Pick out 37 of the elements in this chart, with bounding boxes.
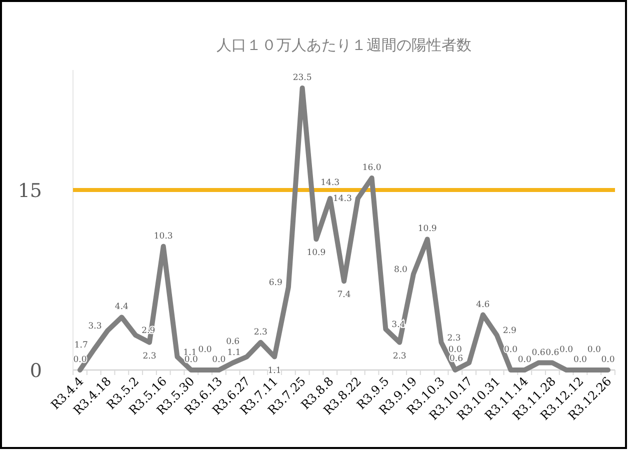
data-label: 4.4: [114, 302, 128, 312]
data-label: 0.6: [532, 348, 546, 358]
data-label: 14.3: [320, 178, 340, 188]
data-label: 0.6: [226, 336, 240, 347]
data-label: 0.0: [184, 355, 198, 365]
data-label: 2.3: [447, 333, 461, 344]
data-label: 0.0: [560, 345, 574, 355]
data-label: 0.0: [504, 345, 518, 355]
chart-title: 人口１０万人あたり１週間の陽性者数: [216, 36, 472, 54]
data-label: 0.0: [518, 355, 532, 365]
data-label: 0.0: [198, 345, 212, 355]
data-label: 16.0: [362, 163, 382, 173]
y-tick-label: 0: [30, 360, 42, 382]
data-label: 4.6: [476, 300, 490, 310]
data-label: 1.1: [227, 348, 241, 358]
data-label: 10.3: [154, 231, 173, 242]
data-label: 1.7: [74, 340, 88, 351]
data-label: 0.0: [573, 355, 587, 365]
data-label: 6.9: [268, 278, 282, 288]
data-label: 1.1: [268, 366, 282, 376]
data-label: 8.0: [394, 265, 408, 275]
data-label: 2.3: [392, 351, 406, 362]
data-label: 3.3: [88, 321, 102, 332]
data-label: 0.6: [546, 348, 560, 358]
data-label: 14.3: [332, 194, 352, 204]
data-label: 2.9: [502, 326, 516, 336]
data-label: 10.9: [418, 224, 437, 234]
data-label: 7.4: [337, 290, 351, 300]
data-label: 0.0: [587, 345, 601, 355]
data-label: 0.0: [601, 355, 615, 365]
data-label: 2.3: [142, 351, 156, 362]
data-label: 0.0: [448, 345, 462, 355]
data-label: 2.3: [254, 327, 268, 338]
data-label: 10.9: [306, 248, 326, 258]
y-tick-label: 15: [18, 180, 42, 202]
data-label: 0.0: [212, 355, 226, 365]
data-label: 23.5: [292, 73, 312, 83]
